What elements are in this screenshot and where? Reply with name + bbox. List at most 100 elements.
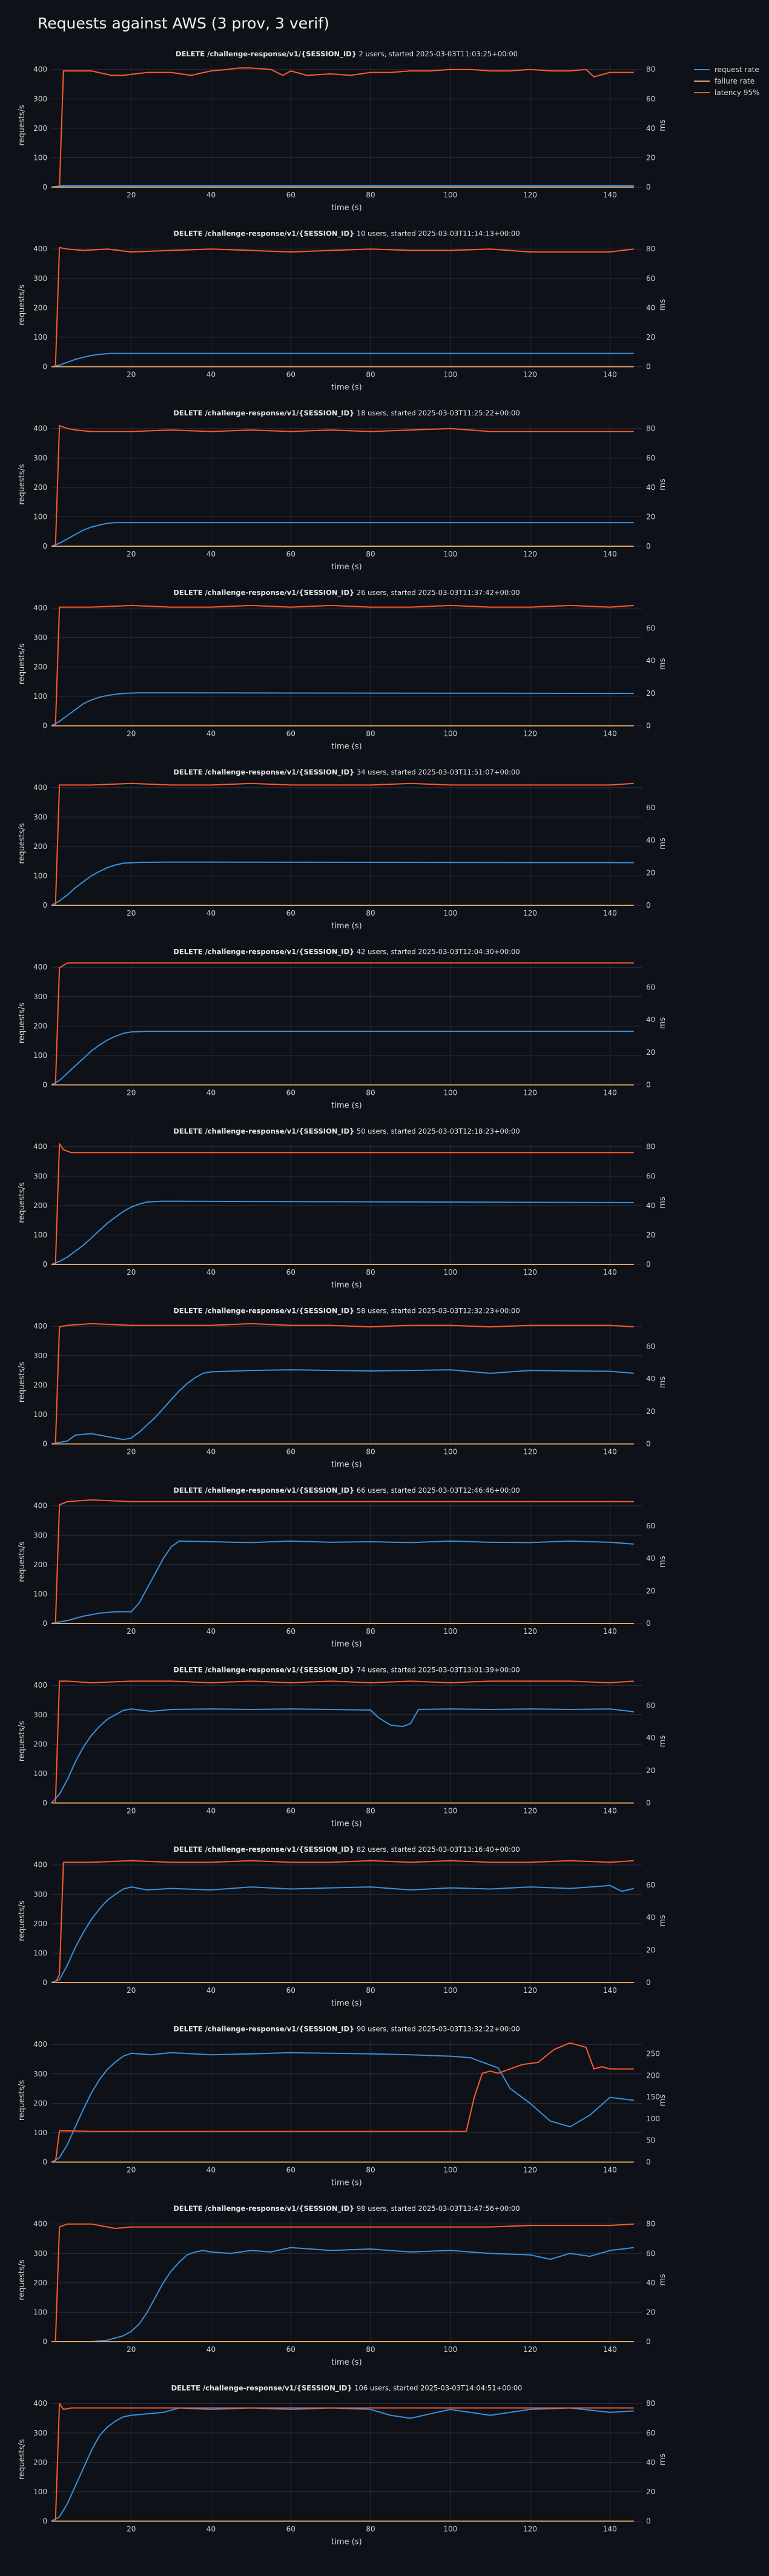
y2-axis-label: ms: [658, 2274, 667, 2286]
page-title: Requests against AWS (3 prov, 3 verif): [38, 15, 329, 32]
y-axis-label: requests/s: [18, 2080, 27, 2121]
x-tick-label: 100: [443, 2166, 457, 2175]
y-tick-label: 300: [33, 633, 47, 642]
y-tick-label: 0: [42, 1799, 47, 1808]
y-tick-label: 200: [33, 2279, 47, 2287]
series-line-request-rate: [51, 1200, 634, 1265]
x-tick-label: 60: [286, 1089, 295, 1097]
chart-panel: DELETE /challenge-response/v1/{SESSION_I…: [18, 948, 667, 1111]
x-tick-label: 80: [366, 1268, 375, 1276]
x-tick-label: 140: [603, 1807, 617, 1815]
series-line-latency-95: [54, 1323, 634, 1444]
x-tick-label: 140: [603, 1089, 617, 1097]
y-tick-label: 0: [42, 1260, 47, 1269]
y2-tick-label: 60: [646, 1172, 655, 1180]
y-tick-label: 400: [33, 65, 47, 74]
x-tick-label: 140: [603, 550, 617, 558]
y-tick-label: 300: [33, 1172, 47, 1180]
y2-tick-label: 60: [646, 2429, 655, 2437]
x-tick-label: 140: [603, 1627, 617, 1636]
chart-panel: DELETE /challenge-response/v1/{SESSION_I…: [18, 1307, 667, 1470]
x-tick-label: 120: [523, 1807, 537, 1815]
y-tick-label: 400: [33, 1681, 47, 1689]
y-tick-label: 100: [33, 692, 47, 701]
chart-title: DELETE /challenge-response/v1/{SESSION_I…: [176, 50, 518, 59]
y2-tick-label: 100: [646, 2115, 660, 2123]
series-line-latency-95: [54, 1680, 634, 1803]
chart-title-subtitle: 58 users, started 2025-03-03T12:32:23+00…: [354, 1307, 520, 1315]
chart-panel: DELETE /challenge-response/v1/{SESSION_I…: [18, 50, 667, 213]
x-tick-label: 40: [206, 2345, 216, 2354]
x-tick-label: 40: [206, 1089, 216, 1097]
series-line-request-rate: [51, 2052, 634, 2163]
legend-item-latency-95[interactable]: latency 95%: [694, 87, 760, 98]
y-tick-label: 100: [33, 2488, 47, 2496]
series-line-latency-95: [54, 782, 634, 906]
x-tick-label: 80: [366, 1627, 375, 1636]
x-tick-label: 60: [286, 1268, 295, 1276]
y-tick-label: 0: [42, 1978, 47, 1987]
y2-tick-label: 0: [646, 2158, 651, 2167]
y-tick-label: 400: [33, 1143, 47, 1151]
y2-tick-label: 40: [646, 2458, 655, 2466]
y-axis-label: requests/s: [18, 1003, 27, 1044]
x-tick-label: 140: [603, 2166, 617, 2175]
y-tick-label: 200: [33, 1022, 47, 1030]
y2-tick-label: 150: [646, 2093, 660, 2101]
x-tick-label: 40: [206, 909, 216, 917]
x-tick-label: 140: [603, 2525, 617, 2534]
x-axis-label: time (s): [331, 2538, 361, 2547]
y-tick-label: 300: [33, 813, 47, 821]
y-tick-label: 200: [33, 662, 47, 671]
y-axis-label: requests/s: [18, 2259, 27, 2300]
y-tick-label: 200: [33, 1381, 47, 1389]
y-axis-label: requests/s: [18, 464, 27, 505]
y-axis-label: requests/s: [18, 1182, 27, 1223]
x-tick-label: 20: [127, 1089, 136, 1097]
x-tick-label: 40: [206, 1627, 216, 1636]
x-tick-label: 40: [206, 371, 216, 379]
x-tick-label: 100: [443, 2345, 457, 2354]
x-tick-label: 20: [127, 730, 136, 738]
y2-tick-label: 20: [646, 689, 655, 698]
x-tick-label: 80: [366, 909, 375, 917]
y2-tick-label: 40: [646, 1914, 655, 1922]
series-line-latency-95: [54, 2403, 634, 2522]
x-tick-label: 100: [443, 909, 457, 917]
y2-tick-label: 0: [646, 183, 651, 191]
y-tick-label: 0: [42, 1440, 47, 1448]
y-tick-label: 400: [33, 784, 47, 792]
y2-tick-label: 0: [646, 901, 651, 910]
y2-axis-label: ms: [658, 119, 667, 131]
series-line-request-rate: [51, 1031, 634, 1086]
chart-title: DELETE /challenge-response/v1/{SESSION_I…: [173, 1666, 520, 1675]
y-axis-label: requests/s: [18, 1362, 27, 1403]
x-tick-label: 140: [603, 909, 617, 917]
x-axis-label: time (s): [331, 922, 361, 931]
y-tick-label: 400: [33, 2220, 47, 2228]
y2-tick-label: 40: [646, 836, 655, 845]
y-tick-label: 300: [33, 992, 47, 1001]
chart-title: DELETE /challenge-response/v1/{SESSION_I…: [173, 1127, 520, 1136]
y2-tick-label: 0: [646, 2517, 651, 2526]
chart-title-subtitle: 2 users, started 2025-03-03T11:03:25+00:…: [357, 50, 518, 58]
series-line-latency-95: [54, 246, 634, 367]
y-tick-label: 300: [33, 1711, 47, 1719]
legend-item-failure-rate[interactable]: failure rate: [694, 75, 760, 87]
x-tick-label: 40: [206, 1986, 216, 1995]
x-tick-label: 100: [443, 191, 457, 199]
y2-tick-label: 60: [646, 1522, 655, 1530]
x-tick-label: 120: [523, 1089, 537, 1097]
legend-label-latency-95: latency 95%: [715, 88, 760, 97]
chart-title: DELETE /challenge-response/v1/{SESSION_I…: [173, 1307, 520, 1316]
y2-tick-label: 0: [646, 1440, 651, 1448]
legend-swatch-failure-rate: [694, 80, 710, 82]
y2-tick-label: 0: [646, 1619, 651, 1628]
series-line-latency-95: [54, 424, 634, 547]
chart-title: DELETE /challenge-response/v1/{SESSION_I…: [173, 409, 520, 418]
legend-item-request-rate[interactable]: request rate: [694, 64, 760, 75]
chart-title-subtitle: 10 users, started 2025-03-03T11:14:13+00…: [354, 230, 520, 238]
chart-title-endpoint: DELETE /challenge-response/v1/{SESSION_I…: [176, 50, 357, 59]
y-axis-label: requests/s: [18, 285, 27, 326]
